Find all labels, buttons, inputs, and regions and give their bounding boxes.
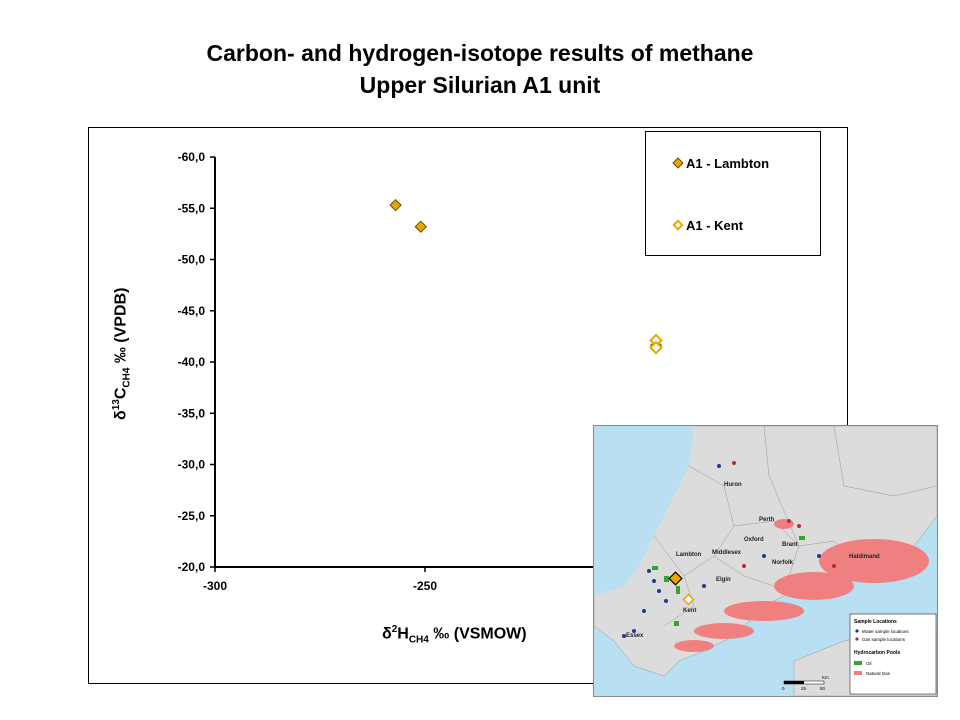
svg-text:Oxford: Oxford xyxy=(744,537,764,543)
filled-diamond-icon xyxy=(672,157,684,169)
svg-text:50: 50 xyxy=(820,686,826,691)
svg-text:Norfolk: Norfolk xyxy=(772,560,794,566)
y-tick-label: -40,0 xyxy=(178,355,206,369)
svg-text:Perth: Perth xyxy=(759,517,775,523)
kent-point xyxy=(649,340,663,355)
svg-text:Elgin: Elgin xyxy=(716,577,731,583)
y-tick-label: -25,0 xyxy=(178,509,206,523)
svg-text:Oil: Oil xyxy=(866,661,872,666)
x-tick-label: -300 xyxy=(203,579,227,593)
y-tick-label: -55,0 xyxy=(178,201,206,215)
lambton-point xyxy=(389,198,402,212)
svg-text:Gas sample locations: Gas sample locations xyxy=(862,637,906,642)
sample-dots xyxy=(622,461,836,638)
ticks: -60,0 -55,0 -50,0 -45,0 -40,0 -35,0 -30,0 -25,0… xyxy=(178,150,648,593)
legend-item-lambton: A1 - Lambton xyxy=(672,156,770,171)
x-axis-label: δ2HCH4 ‰ (VSMOW) xyxy=(382,624,527,646)
y-axis-label: δ13CCH4 ‰ (VPDB) xyxy=(111,287,133,420)
svg-text:Hydrocarbon Pools: Hydrocarbon Pools xyxy=(854,650,900,656)
svg-text:Natural Gas: Natural Gas xyxy=(866,671,891,676)
svg-text:25: 25 xyxy=(801,686,807,691)
scale-bar: Km 0 25 50 xyxy=(782,675,829,691)
chart-title-line-1: Carbon- and hydrogen-isotope results of … xyxy=(206,40,754,66)
chart-legend: A1 - Lambton A1 - Kent xyxy=(645,131,821,256)
svg-text:Lambton: Lambton xyxy=(676,552,702,558)
svg-text:Middlesex: Middlesex xyxy=(712,550,742,556)
y-tick-label: -35,0 xyxy=(178,406,206,420)
y-tick-label: -60,0 xyxy=(178,150,206,164)
svg-text:Huron: Huron xyxy=(724,482,742,488)
y-tick-label: -30,0 xyxy=(178,458,206,472)
svg-text:0: 0 xyxy=(782,686,785,691)
land-ontario xyxy=(594,426,937,677)
map-legend: Sample Locations Water sample locations … xyxy=(849,613,937,695)
lambton-point xyxy=(414,220,428,233)
oil-pools xyxy=(652,536,805,626)
y-tick-label: -50,0 xyxy=(178,253,206,267)
legend-label-kent: A1 - Kent xyxy=(686,218,744,233)
svg-text:Water sample locations: Water sample locations xyxy=(862,629,909,634)
open-diamond-icon xyxy=(672,219,684,231)
svg-text:Brant: Brant xyxy=(782,542,798,548)
svg-text:Essex: Essex xyxy=(626,633,644,639)
lake-huron xyxy=(594,426,694,596)
map-inset: Huron Perth Oxford Brant Lambton Middles… xyxy=(593,425,938,697)
legend-label-lambton: A1 - Lambton xyxy=(686,156,770,171)
kent-well-marker xyxy=(682,593,695,606)
gas-fields xyxy=(674,519,929,652)
lambton-well-marker xyxy=(668,571,683,586)
legend-item-kent: A1 - Kent xyxy=(672,218,744,233)
svg-text:Kent: Kent xyxy=(683,608,696,614)
svg-text:Sample Locations: Sample Locations xyxy=(854,619,897,625)
x-tick-label: -250 xyxy=(413,579,437,593)
data-points xyxy=(389,198,663,355)
svg-text:Haldimand: Haldimand xyxy=(849,554,880,560)
y-tick-label: -45,0 xyxy=(178,304,206,318)
y-tick-label: -20,0 xyxy=(178,560,206,574)
chart-title-line-2: Upper Silurian A1 unit xyxy=(359,72,601,98)
svg-text:Km: Km xyxy=(822,675,829,680)
